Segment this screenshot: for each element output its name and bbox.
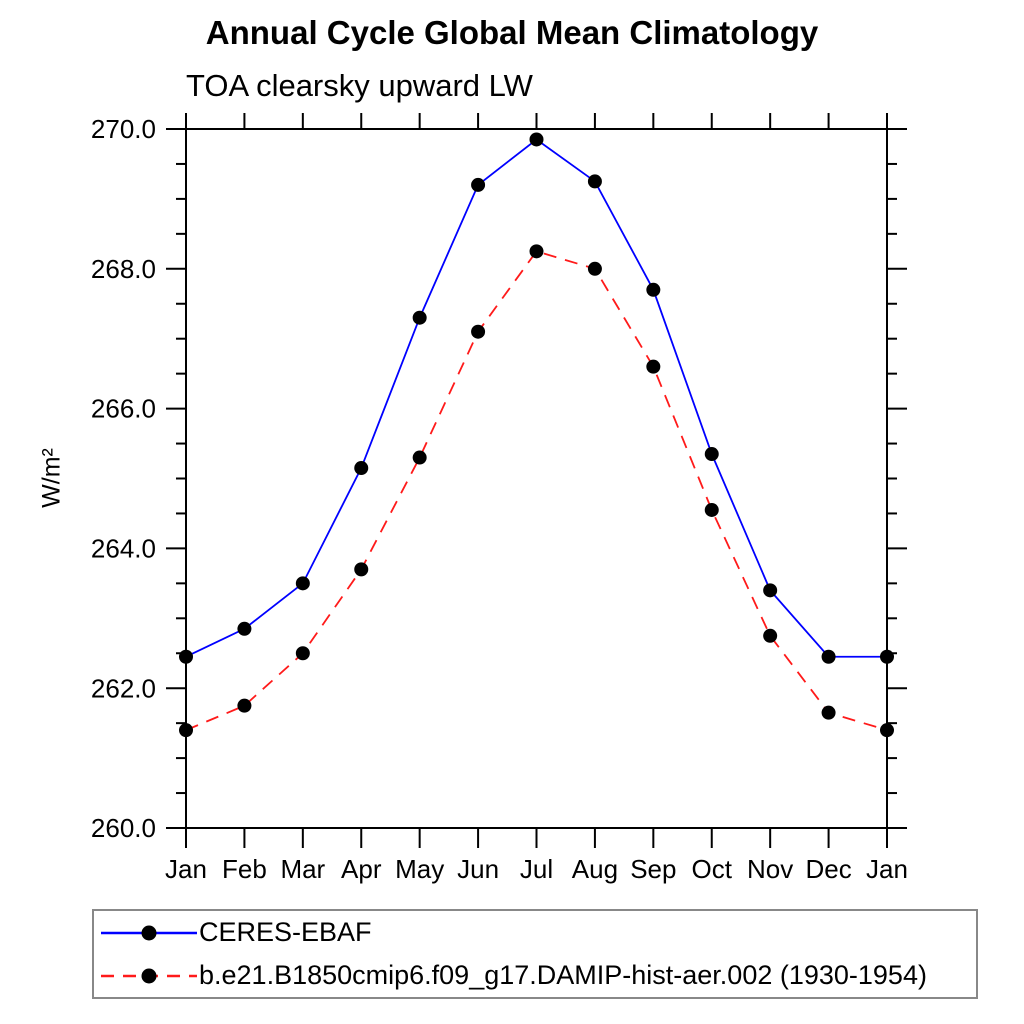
- data-point-marker: [763, 628, 778, 643]
- data-point-marker: [529, 244, 544, 259]
- x-axis-tick-label: Jun: [457, 854, 499, 884]
- data-point-marker: [880, 723, 894, 738]
- x-axis-tick-label: Sep: [630, 854, 676, 884]
- legend-sample-line-dashed: [101, 968, 197, 983]
- chart-subtitle: TOA clearsky upward LW: [186, 68, 533, 103]
- data-point-marker: [763, 583, 778, 598]
- data-point-marker: [821, 705, 836, 720]
- legend-sample-marker: [141, 925, 157, 940]
- x-axis-tick-label: Jul: [520, 854, 553, 884]
- legend-sample-marker: [141, 968, 157, 983]
- y-axis-tick-label: 264.0: [91, 534, 156, 564]
- y-axis-tick-label: 270.0: [91, 114, 156, 144]
- data-point-marker: [412, 310, 427, 325]
- data-point-marker: [646, 359, 661, 374]
- data-point-marker: [529, 132, 544, 147]
- x-axis-tick-label: Jan: [165, 854, 207, 884]
- x-axis-tick-label: Dec: [805, 854, 851, 884]
- data-point-marker: [295, 646, 310, 661]
- x-axis-tick-label: Nov: [747, 854, 793, 884]
- data-point-marker: [179, 649, 193, 664]
- x-axis-tick-label: Oct: [692, 854, 733, 884]
- x-axis-tick-label: May: [395, 854, 444, 884]
- data-point-marker: [237, 621, 252, 636]
- data-point-marker: [704, 502, 719, 517]
- data-point-marker: [587, 261, 602, 276]
- data-point-marker: [354, 562, 369, 577]
- x-axis-tick-label: Mar: [280, 854, 325, 884]
- legend-label: CERES-EBAF: [199, 917, 372, 947]
- series-line-0: [185, 138, 887, 658]
- chart-title: Annual Cycle Global Mean Climatology: [205, 14, 819, 51]
- data-point-marker: [471, 324, 486, 339]
- x-axis-tick-label: Aug: [572, 854, 618, 884]
- data-point-marker: [821, 649, 836, 664]
- legend-item-ceres-ebaf: CERES-EBAF: [94, 911, 976, 954]
- x-axis-tick-label: Apr: [341, 854, 382, 884]
- y-axis-tick-label: 268.0: [91, 254, 156, 284]
- y-axis-tick-label: 262.0: [91, 673, 156, 703]
- legend-sample-line-solid: [101, 925, 197, 940]
- data-point-marker: [587, 174, 602, 189]
- series-line-1: [185, 250, 888, 732]
- data-point-marker: [179, 723, 193, 738]
- data-point-marker: [354, 461, 369, 476]
- y-axis-tick-label: 260.0: [91, 813, 156, 843]
- data-point-marker: [412, 450, 427, 465]
- legend: CERES-EBAF b.e21.B1850cmip6.f09_g17.DAMI…: [92, 909, 978, 999]
- y-axis-tick-label: 266.0: [91, 394, 156, 424]
- data-point-marker: [471, 177, 486, 192]
- x-axis-tick-label: Feb: [222, 854, 267, 884]
- data-point-marker: [704, 447, 719, 462]
- data-point-marker: [646, 282, 661, 297]
- data-point-marker: [295, 576, 310, 591]
- legend-item-model-run: b.e21.B1850cmip6.f09_g17.DAMIP-hist-aer.…: [94, 954, 976, 997]
- x-axis-tick-label: Jan: [866, 854, 908, 884]
- legend-label: b.e21.B1850cmip6.f09_g17.DAMIP-hist-aer.…: [199, 960, 927, 990]
- data-point-marker: [880, 649, 894, 664]
- data-point-marker: [237, 698, 252, 713]
